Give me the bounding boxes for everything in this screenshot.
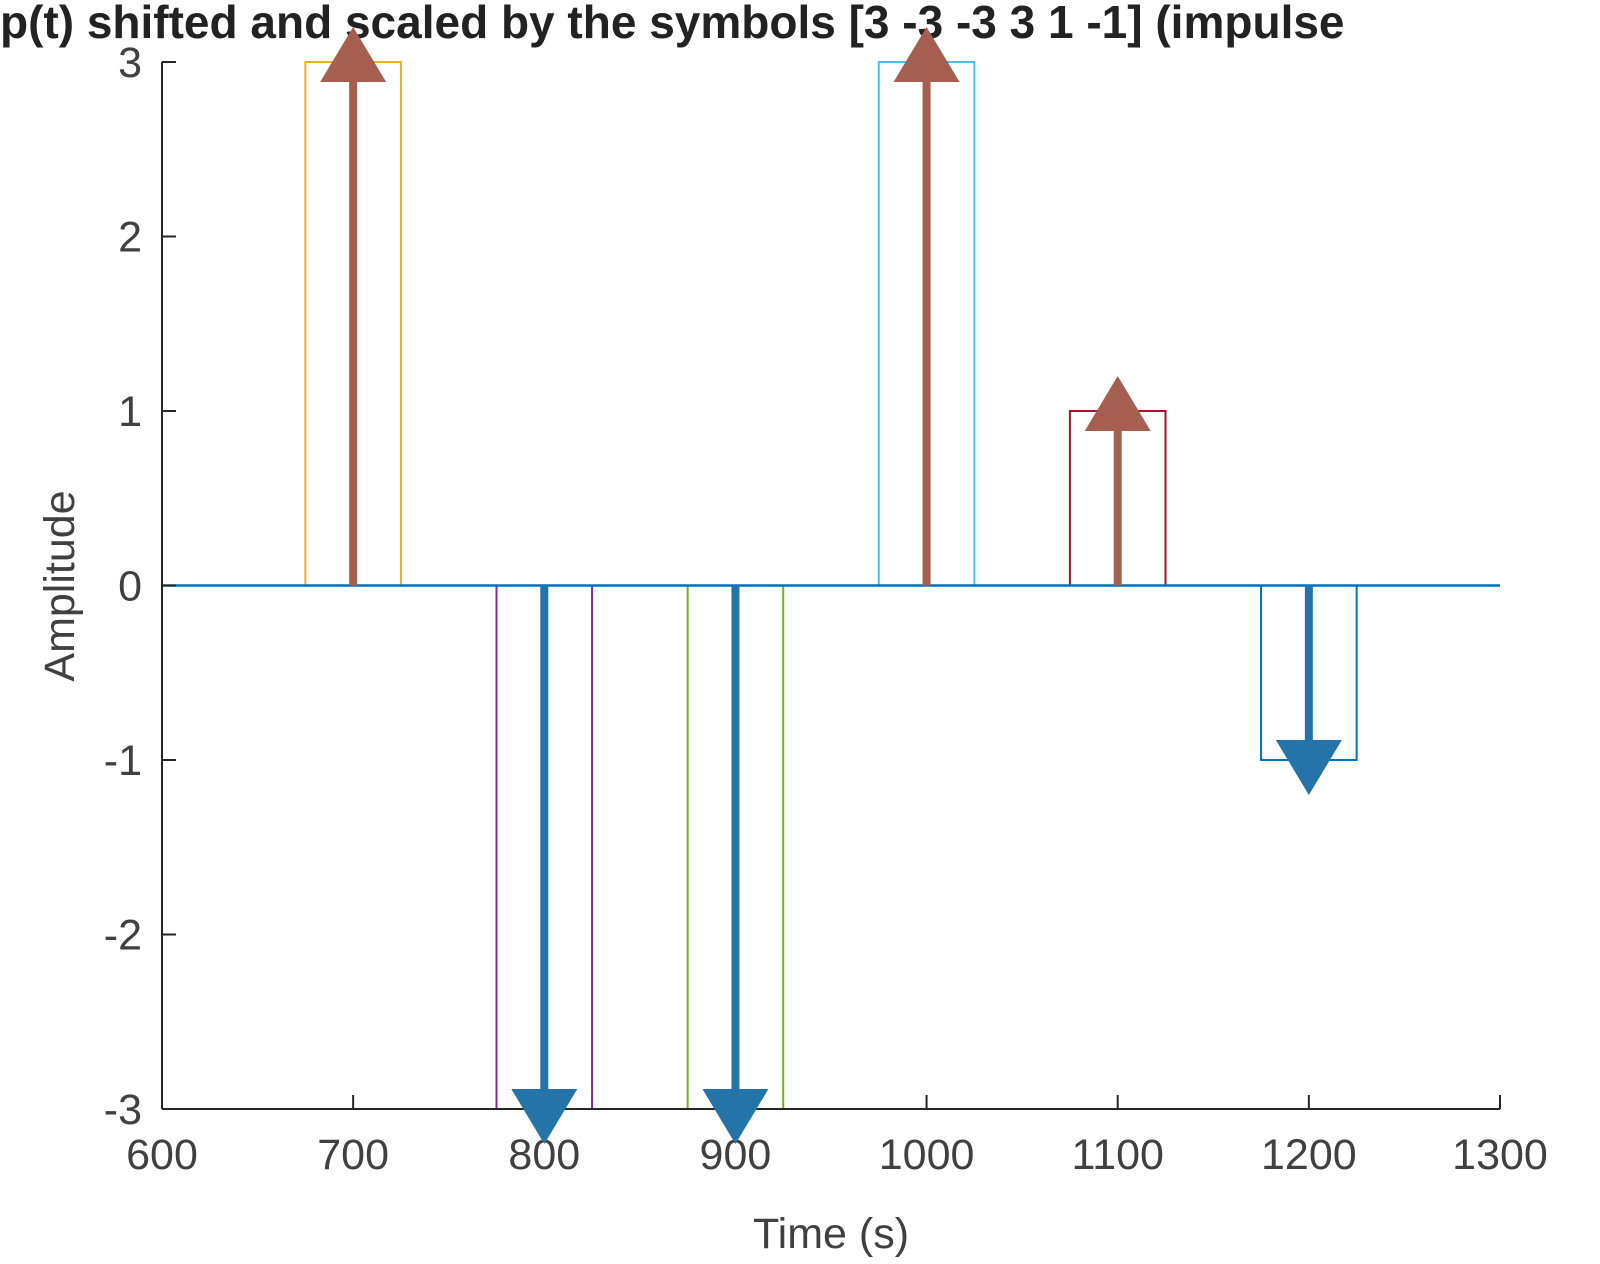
impulse-arrowhead-3: [702, 1089, 769, 1144]
impulse-arrowhead-2: [511, 1089, 578, 1144]
y-tick-label: -3: [104, 1086, 142, 1134]
x-tick-label: 1300: [1452, 1131, 1548, 1179]
x-tick-label: 1200: [1261, 1131, 1357, 1179]
impulse-arrowhead-4: [893, 27, 960, 82]
y-axis-label: Amplitude: [36, 490, 84, 681]
impulse-arrowhead-5: [1084, 376, 1151, 431]
y-tick-label: 2: [118, 214, 142, 262]
x-tick-label: 1100: [1071, 1131, 1163, 1179]
y-tick-label: 1: [118, 388, 142, 436]
y-tick-label: 3: [118, 39, 142, 87]
pulse-group: [162, 61, 1500, 1110]
chart-title: p(t) shifted and scaled by the symbols […: [0, 0, 1345, 48]
x-tick-label: 1000: [879, 1131, 975, 1179]
y-tick-label: -2: [104, 912, 142, 960]
impulse-group: [320, 27, 1342, 1144]
x-tick-label: 600: [126, 1131, 198, 1179]
impulse-arrowhead-6: [1275, 740, 1342, 795]
x-axis-label: Time (s): [753, 1210, 909, 1258]
y-tick-label: -1: [104, 737, 142, 785]
x-tick-label: 700: [317, 1131, 389, 1179]
impulse-arrowhead-1: [320, 27, 387, 82]
y-tick-label: 0: [118, 563, 142, 611]
